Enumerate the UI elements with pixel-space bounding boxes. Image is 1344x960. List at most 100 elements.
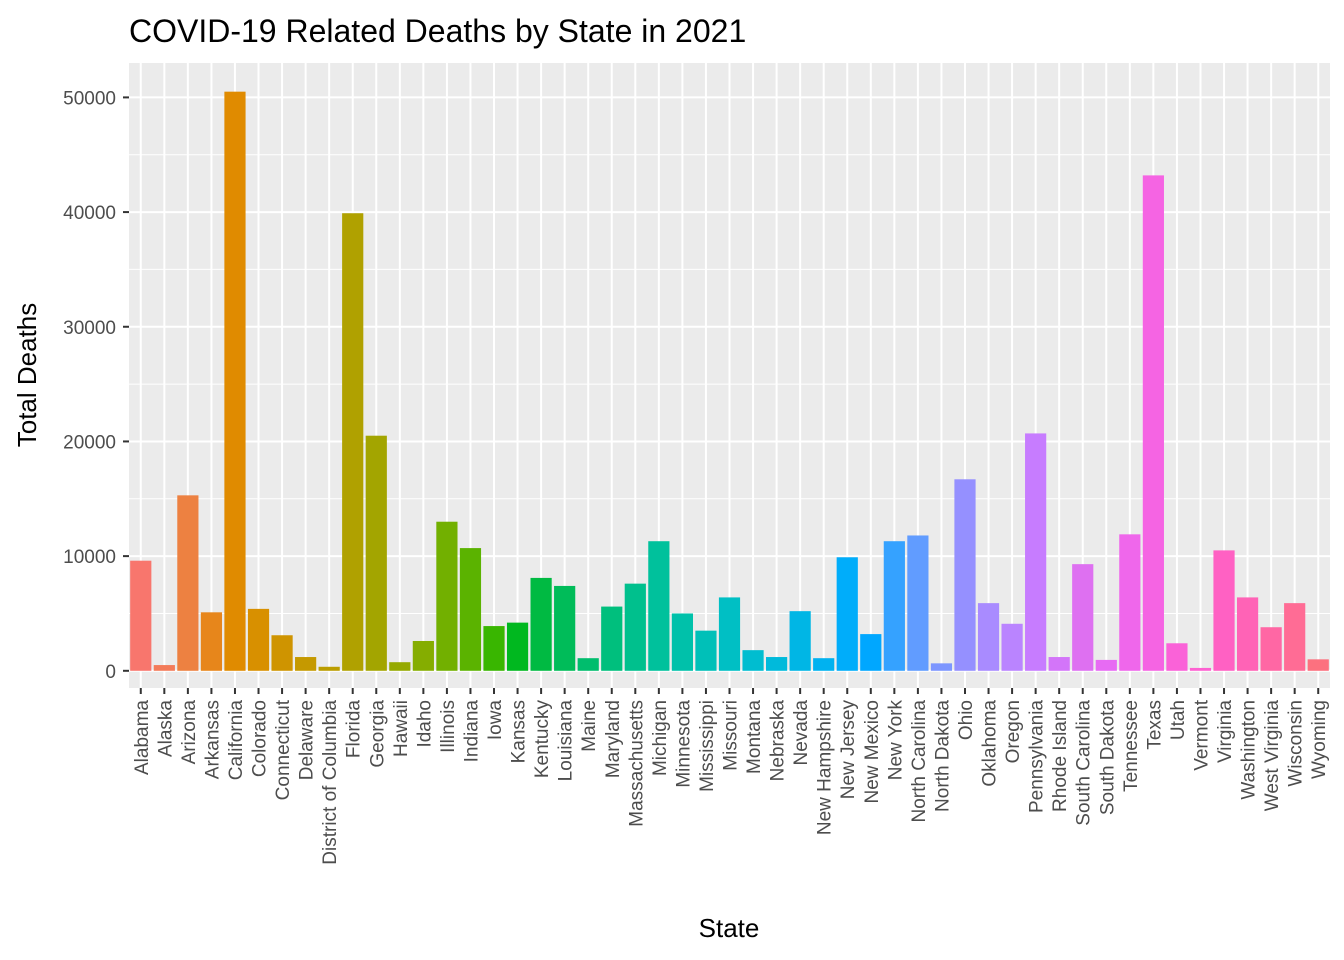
x-tick-label: South Dakota [1097,700,1118,816]
x-tick-label: District of Columbia [320,700,341,865]
y-tick-label: 20000 [63,432,116,453]
bar-tennessee [1119,534,1141,671]
x-tick-label: Wisconsin [1286,700,1307,787]
x-tick-label: Florida [344,700,365,759]
bar-massachusetts [624,583,646,671]
x-tick-label: Utah [1168,700,1189,740]
bar-rhode-island [1048,657,1070,671]
bar-vermont [1189,667,1212,671]
bar-florida [342,213,364,671]
bar-louisiana [554,585,576,671]
x-tick-label: Texas [1144,700,1165,750]
bar-idaho [412,640,434,671]
bar-wisconsin [1284,603,1306,671]
x-tick-label: Louisiana [556,700,577,782]
x-tick-label: New Mexico [862,700,883,803]
bar-new-jersey [836,557,858,671]
x-tick-label: Arkansas [202,700,223,779]
bar-maryland [601,606,623,671]
x-tick-label: South Carolina [1074,700,1095,826]
y-tick-label: 10000 [63,547,116,568]
x-tick-label: New York [885,700,906,781]
bar-pennsylvania [1025,433,1047,671]
y-axis-title: Total Deaths [12,303,42,448]
x-tick-label: New Hampshire [815,700,836,835]
bar-alabama [130,560,152,671]
y-tick-label: 50000 [63,88,116,109]
y-tick-label: 40000 [63,203,116,224]
bar-california [224,91,246,671]
x-tick-label: Nebraska [768,700,789,782]
bar-kentucky [530,577,552,671]
x-tick-label: Arizona [179,700,200,765]
bar-illinois [436,521,458,671]
bar-district-of-columbia [318,666,340,671]
bar-wyoming [1307,659,1329,671]
x-tick-label: Pennsylvania [1027,700,1048,813]
y-tick-label: 0 [105,662,116,683]
bar-utah [1166,643,1188,671]
x-tick-label: Iowa [485,700,506,741]
bar-hawaii [389,662,411,671]
bar-georgia [365,435,387,671]
x-tick-label: Mississippi [697,700,718,792]
grid-lines [129,63,1330,688]
x-tick-label: Georgia [367,700,388,768]
bar-nebraska [766,657,788,671]
x-tick-label: Alaska [155,700,176,757]
x-tick-label: Idaho [414,700,435,748]
x-tick-label: West Virginia [1262,700,1283,812]
x-axis-title: State [699,913,760,943]
bar-oregon [1001,623,1023,671]
bar-michigan [648,541,670,671]
bar-maine [577,658,599,671]
chart-title: COVID-19 Related Deaths by State in 2021 [129,13,746,49]
x-tick-label: Kansas [509,700,530,763]
bar-arizona [177,495,199,671]
x-tick-label: Alabama [132,700,153,775]
bar-north-dakota [930,663,953,671]
bar-minnesota [671,613,693,671]
bar-alaska [153,665,175,671]
bar-washington [1236,597,1259,671]
x-tick-label: California [226,700,247,781]
x-tick-label: Washington [1239,700,1260,800]
bar-mississippi [695,630,717,671]
x-tick-label: Oklahoma [980,700,1001,787]
bar-indiana [459,548,482,671]
y-tick-label: 30000 [63,318,116,339]
y-axis: 0 10000 20000 30000 40000 50000 [63,88,129,683]
bar-south-carolina [1072,564,1094,671]
bar-west-virginia [1260,627,1282,671]
x-tick-label: Tennessee [1121,700,1142,792]
x-tick-label: New Jersey [838,700,859,800]
bar-colorado [247,608,270,671]
bar-delaware [295,657,317,671]
bar-new-mexico [860,634,882,671]
bar-north-carolina [907,535,929,671]
bar-iowa [483,626,505,671]
bar-arkansas [200,612,223,671]
x-tick-label: Missouri [721,700,742,771]
x-axis: Alabama Alaska Arizona Arkansas California Co… [132,688,1330,865]
x-tick-label: Delaware [297,700,318,780]
x-tick-label: Connecticut [273,699,294,800]
x-tick-label: Hawaii [391,700,412,757]
x-tick-label: North Carolina [909,700,930,823]
x-tick-label: Maine [579,700,600,752]
x-tick-label: Kentucky [532,700,553,779]
x-tick-label: Colorado [250,700,271,777]
x-tick-label: Minnesota [673,700,694,788]
bar-missouri [718,597,741,671]
bar-montana [742,650,764,671]
x-tick-label: Wyoming [1309,700,1330,779]
bar-ohio [954,479,976,671]
bars [130,91,1329,671]
x-tick-label: Oregon [1003,700,1024,763]
bar-oklahoma [977,603,1000,671]
x-tick-label: North Dakota [932,700,953,812]
x-tick-label: Indiana [461,700,482,763]
x-tick-label: Illinois [438,700,459,753]
